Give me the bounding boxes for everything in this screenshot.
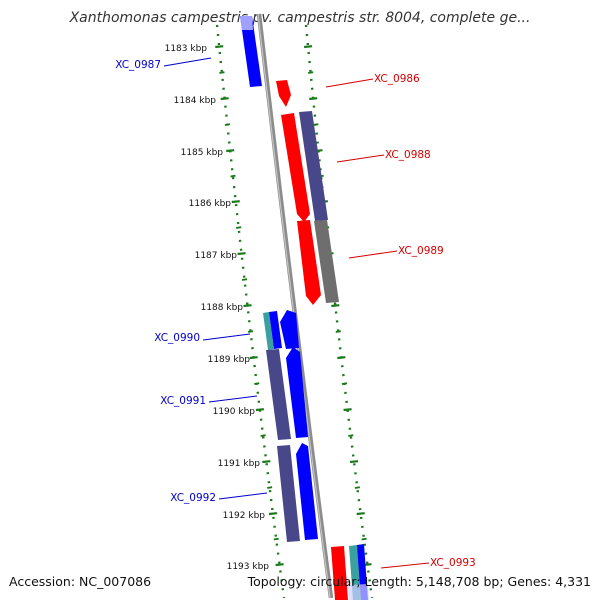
scale-tick xyxy=(309,97,318,101)
gene-xc0990[interactable] xyxy=(269,311,282,349)
scale-tick xyxy=(331,304,340,308)
gene-xc0990b[interactable] xyxy=(280,310,299,349)
scale-tick xyxy=(224,123,231,126)
gene-xc0987-fade xyxy=(240,16,253,30)
scale-tick xyxy=(219,71,225,74)
scale-tick xyxy=(247,330,254,333)
kbp-label: 1193 kbp xyxy=(227,562,270,572)
kbp-labels: 1183 kbp 1184 kbp 1185 kbp 1186 kbp 1187… xyxy=(165,44,270,572)
gene-xc0988[interactable] xyxy=(299,111,328,221)
scale-tick xyxy=(348,434,354,437)
scale-tick xyxy=(349,460,359,464)
kbp-label: 1187 kbp xyxy=(195,251,238,261)
gene-xc0986[interactable] xyxy=(276,80,291,107)
kbp-label: 1190 kbp xyxy=(213,407,256,417)
gene-xc0993-fade xyxy=(348,584,369,600)
kbp-label: 1189 kbp xyxy=(208,355,251,365)
scale-tick xyxy=(220,97,229,101)
gene-label-xc0993[interactable]: XC_0993 xyxy=(430,557,476,569)
scale-tick xyxy=(241,278,248,281)
gene-xc0990-teal[interactable] xyxy=(263,312,274,350)
gene-label-leaders xyxy=(163,57,430,569)
scale-tick xyxy=(356,512,365,516)
gene-xc0988-red[interactable] xyxy=(281,113,310,222)
scale-tick xyxy=(303,45,313,49)
kbp-label: 1185 kbp xyxy=(181,148,224,158)
kbp-label: 1183 kbp xyxy=(165,44,208,54)
scale-tick xyxy=(335,330,341,333)
scale-tick xyxy=(231,200,240,204)
gene-xc0987[interactable] xyxy=(240,16,262,87)
gene-label-xc0987[interactable]: XC_0987 xyxy=(115,59,161,71)
scale-tick xyxy=(337,356,346,360)
genome-backbone-highlight xyxy=(257,13,331,599)
scale-tick xyxy=(268,512,278,516)
kbp-label: 1186 kbp xyxy=(189,199,232,209)
right-scale-track xyxy=(304,24,374,599)
gene-xc0992-indigo[interactable] xyxy=(277,445,300,542)
scale-tick xyxy=(237,252,246,256)
gene-xc0991[interactable] xyxy=(286,347,308,438)
genome-backbone xyxy=(256,13,334,599)
scale-tick xyxy=(343,408,352,412)
scale-tick xyxy=(273,537,279,541)
scale-tick xyxy=(255,408,265,412)
scale-tick xyxy=(275,563,284,567)
gene-xc0993-red[interactable] xyxy=(331,546,348,600)
right-ticks xyxy=(303,45,372,567)
genome-summary-text: Topology: circular; Length: 5,148,708 bp… xyxy=(247,574,591,589)
left-scale-track xyxy=(215,24,286,599)
kbp-label: 1192 kbp xyxy=(223,511,266,521)
gene-label-xc0988[interactable]: XC_0988 xyxy=(385,149,431,161)
gene-label-xc0992[interactable]: XC_0992 xyxy=(170,492,216,504)
scale-tick xyxy=(243,304,252,308)
gene-labels: XC_0987 XC_0986 XC_0988 XC_0989 XC_0990 … xyxy=(115,59,475,569)
scale-tick xyxy=(230,174,236,178)
map-title: Xanthomonas campestris pv. campestris st… xyxy=(69,10,531,26)
scale-tick xyxy=(254,382,260,385)
gene-xc0991-indigo[interactable] xyxy=(266,349,291,440)
scale-tick xyxy=(226,149,235,153)
left-ticks xyxy=(215,45,284,567)
gene-xc0992[interactable] xyxy=(296,443,318,540)
gene-label-xc0986[interactable]: XC_0986 xyxy=(374,73,420,85)
scale-tick xyxy=(236,226,242,229)
kbp-label: 1188 kbp xyxy=(201,303,244,313)
accession-text: Accession: NC_007086 xyxy=(9,574,152,589)
kbp-label: 1191 kbp xyxy=(218,459,261,469)
scale-tick xyxy=(307,71,314,74)
gene-xc0989[interactable] xyxy=(314,220,339,303)
gene-xc0989-red[interactable] xyxy=(297,220,321,305)
scale-tick xyxy=(249,356,258,360)
gene-label-xc0989[interactable]: XC_0989 xyxy=(398,245,444,257)
scale-tick xyxy=(262,460,271,464)
scale-tick xyxy=(361,537,367,541)
kbp-label: 1184 kbp xyxy=(174,96,217,106)
scale-tick xyxy=(354,486,360,489)
scale-tick xyxy=(266,486,273,489)
scale-tick xyxy=(313,123,319,126)
gene-label-xc0991[interactable]: XC_0991 xyxy=(160,395,206,407)
gene-label-xc0990[interactable]: XC_0990 xyxy=(154,332,200,344)
scale-tick xyxy=(341,382,348,385)
scale-tick xyxy=(260,434,266,437)
scale-tick xyxy=(215,45,224,49)
